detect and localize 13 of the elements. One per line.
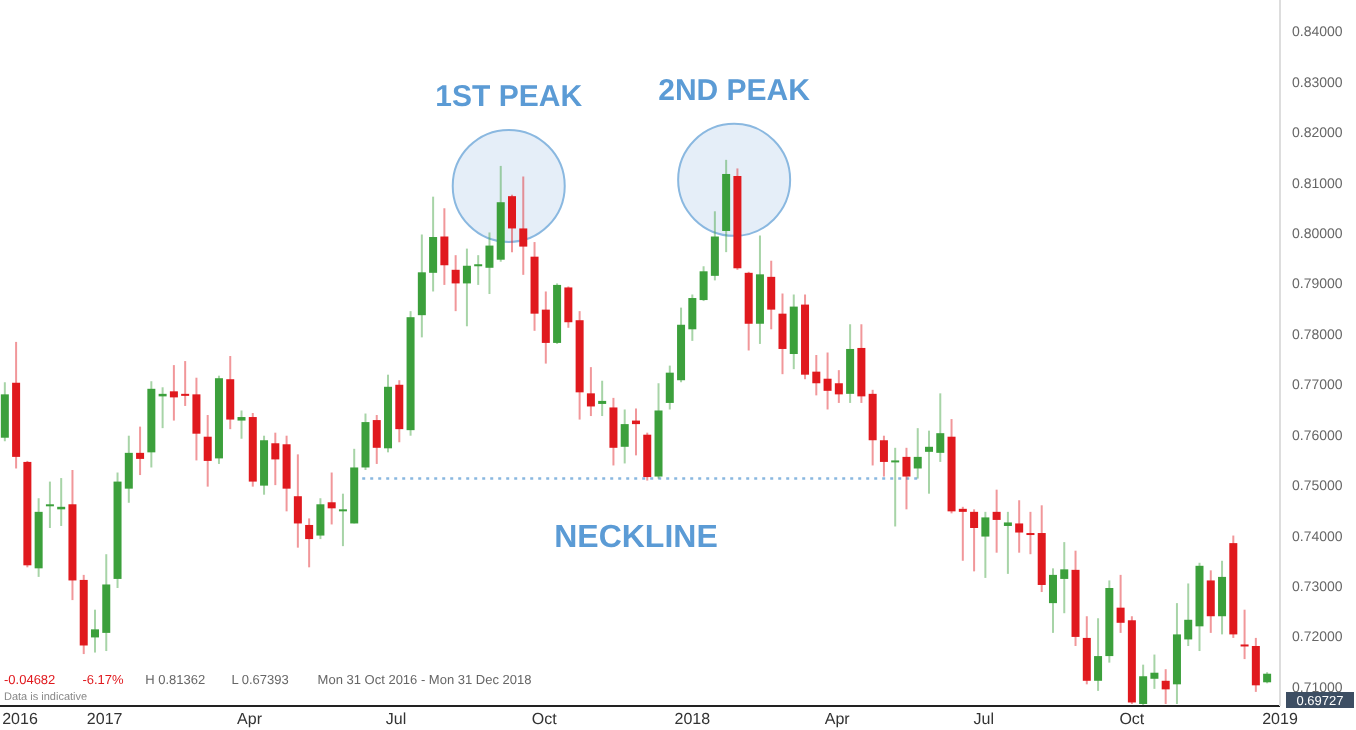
x-tick-label: Apr	[824, 710, 851, 728]
x-tick-label: Oct	[1119, 710, 1146, 728]
x-tick-label: Oct	[531, 710, 559, 728]
annotation: 1ST PEAK	[435, 79, 583, 114]
x-tick-label: Jul	[385, 710, 407, 728]
x-tick-label: 2019	[1262, 710, 1299, 728]
annotation: 2ND PEAK	[658, 73, 811, 108]
x-tick-label: 2016	[2, 710, 39, 728]
series-label: NECKLINE	[554, 520, 719, 555]
x-tick-label: 2017	[86, 710, 124, 728]
x-tick-label: Apr	[237, 710, 263, 728]
x-tick-label: 2018	[674, 710, 712, 728]
x-tick-label: Jul	[973, 710, 995, 728]
